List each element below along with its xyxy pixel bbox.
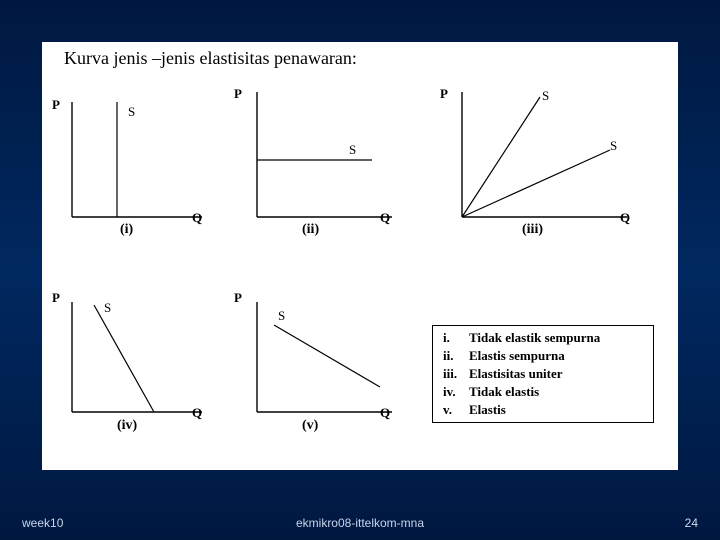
legend-text-2: Elastis sempurna	[469, 348, 565, 363]
chart-i-roman: (i)	[120, 222, 133, 238]
legend-item-4: iv.Tidak elastis	[443, 384, 539, 400]
chart-iii-s1-label: S	[542, 88, 549, 104]
chart-iv-p-label: P	[52, 290, 60, 306]
chart-iv-roman: (iv)	[117, 418, 137, 434]
legend-text-5: Elastis	[469, 402, 506, 417]
chart-iii	[462, 92, 627, 217]
chart-i-q-label: Q	[192, 210, 202, 226]
footer-right: 24	[685, 516, 698, 530]
legend-text-3: Elastisitas uniter	[469, 366, 563, 381]
chart-ii	[257, 92, 392, 217]
chart-v-q-label: Q	[380, 405, 390, 421]
chart-ii-q-label: Q	[380, 210, 390, 226]
legend-box: i.Tidak elastik sempurna ii.Elastis semp…	[432, 325, 654, 423]
legend-item-3: iii.Elastisitas uniter	[443, 366, 563, 382]
chart-iii-s2-label: S	[610, 138, 617, 154]
legend-item-2: ii.Elastis sempurna	[443, 348, 565, 364]
chart-i	[72, 102, 202, 217]
chart-v-p-label: P	[234, 290, 242, 306]
legend-num-5: v.	[443, 402, 469, 418]
legend-num-3: iii.	[443, 366, 469, 382]
chart-iv	[72, 302, 202, 412]
chart-i-s-label: S	[128, 104, 135, 120]
legend-item-5: v.Elastis	[443, 402, 506, 418]
chart-iii-roman: (iii)	[522, 222, 543, 238]
legend-num-2: ii.	[443, 348, 469, 364]
chart-iv-q-label: Q	[192, 405, 202, 421]
legend-num-1: i.	[443, 330, 469, 346]
legend-text-1: Tidak elastik sempurna	[469, 330, 600, 345]
chart-iii-p-label: P	[440, 86, 448, 102]
legend-item-1: i.Tidak elastik sempurna	[443, 330, 600, 346]
slide-footer: week10 ekmikro08-ittelkom-mna 24	[0, 510, 720, 530]
chart-ii-roman: (ii)	[302, 222, 319, 238]
chart-iv-s-label: S	[104, 300, 111, 316]
chart-ii-s-label: S	[349, 142, 356, 158]
legend-num-4: iv.	[443, 384, 469, 400]
chart-i-p-label: P	[52, 97, 60, 113]
chart-ii-p-label: P	[234, 86, 242, 102]
chart-v-s-label: S	[278, 308, 285, 324]
chart-iii-q-label: Q	[620, 210, 630, 226]
footer-left: week10	[22, 516, 63, 530]
slide-content: Kurva jenis –jenis elastisitas penawaran…	[42, 42, 678, 470]
chart-v-roman: (v)	[302, 418, 318, 434]
footer-center: ekmikro08-ittelkom-mna	[296, 516, 424, 530]
legend-text-4: Tidak elastis	[469, 384, 539, 399]
